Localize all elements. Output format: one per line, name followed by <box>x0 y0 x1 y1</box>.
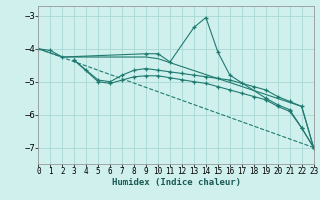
X-axis label: Humidex (Indice chaleur): Humidex (Indice chaleur) <box>111 178 241 187</box>
